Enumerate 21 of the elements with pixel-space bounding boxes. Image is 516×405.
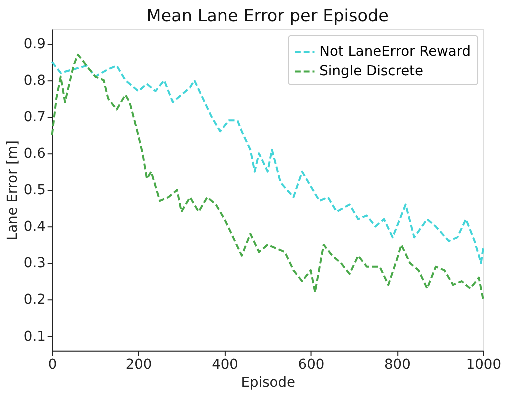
y-tick-label: 0.6 [24,146,46,162]
y-tick-label: 0.8 [24,72,46,89]
x-tick-label: 200 [126,357,152,374]
legend-label: Not LaneError Reward [320,44,471,60]
x-tick-label: 1000 [466,357,502,374]
x-tick-label: 0 [48,357,58,374]
y-tick-label: 0.2 [24,292,46,308]
x-tick-label: 400 [212,357,238,374]
line-series [51,61,484,264]
legend-label: Single Discrete [320,64,424,80]
x-tick-label: 600 [298,357,325,374]
y-tick-label: 0.9 [24,36,46,52]
y-axis-title: Lane Error [m] [5,140,22,241]
y-tick-label: 0.4 [24,219,46,236]
y-tick-label: 0.1 [24,328,46,345]
x-axis-title: Episode [241,374,296,391]
y-tick-label: 0.7 [24,109,46,126]
y-tick-label: 0.3 [24,256,46,272]
x-tick-label: 800 [384,357,411,374]
chart-title: Mean Lane Error per Episode [146,5,389,26]
y-tick-label: 0.5 [24,182,46,199]
